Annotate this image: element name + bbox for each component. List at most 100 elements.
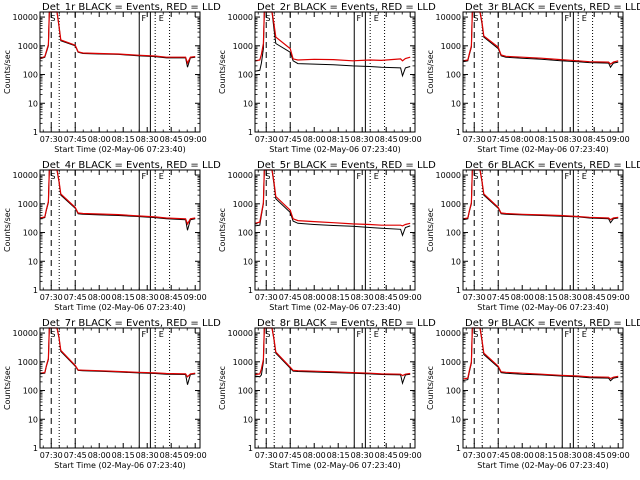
y-tick-label: 100 <box>23 229 38 238</box>
x-axis-label: Start Time (02-May-06 07:23:40) <box>477 461 608 470</box>
y-tick-label: 1 <box>248 128 253 137</box>
interval-marker-s: S <box>265 14 270 23</box>
interval-marker-e: E <box>374 14 379 23</box>
y-tick-label: 10 <box>243 99 253 108</box>
y-tick-label: 1000 <box>441 200 461 209</box>
interval-marker-s: S <box>50 330 55 339</box>
y-axis-label: Counts/sec <box>218 208 227 252</box>
x-tick-label: 07:30 <box>463 293 486 302</box>
interval-marker-e: E <box>159 330 164 339</box>
y-tick-label: 100 <box>238 229 253 238</box>
x-tick-label: 08:00 <box>88 135 111 144</box>
y-tick-label: 1 <box>456 444 461 453</box>
y-tick-label: 1 <box>248 286 253 295</box>
series-line-events <box>254 11 411 78</box>
x-tick-label: 08:00 <box>511 293 534 302</box>
series-line-events <box>39 327 196 385</box>
x-tick-label: 08:30 <box>351 451 374 460</box>
plot-frame <box>254 11 416 133</box>
x-tick-label: 08:00 <box>303 293 326 302</box>
x-tick-label: 08:15 <box>327 135 350 144</box>
plot-frame <box>39 11 201 133</box>
y-tick-label: 1000 <box>441 358 461 367</box>
x-axis-label: Start Time (02-May-06 07:23:40) <box>269 461 400 470</box>
chart-title: Det_9r BLACK = Events, RED = LLD <box>465 318 640 329</box>
x-tick-label: 08:30 <box>136 135 159 144</box>
y-tick-label: 10000 <box>228 13 253 22</box>
series-line-lld <box>254 169 411 227</box>
interval-marker-s: S <box>265 172 270 181</box>
x-tick-label: 08:15 <box>535 451 558 460</box>
y-tick-label: 10 <box>28 257 38 266</box>
x-tick-label: 08:00 <box>511 451 534 460</box>
y-tick-label: 10 <box>243 257 253 266</box>
x-tick-label: 08:15 <box>327 293 350 302</box>
series-line-lld <box>462 11 619 65</box>
y-tick-label: 10000 <box>13 171 38 180</box>
y-tick-label: 10000 <box>436 13 461 22</box>
chart-title: Det_3r BLACK = Events, RED = LLD <box>465 2 640 13</box>
y-axis-label: Counts/sec <box>426 208 435 252</box>
x-tick-label: 08:00 <box>303 135 326 144</box>
x-tick-label: 08:30 <box>559 293 582 302</box>
series-line-events <box>254 327 411 386</box>
x-tick-label: 08:45 <box>160 451 183 460</box>
y-tick-label: 100 <box>23 387 38 396</box>
x-tick-label: 08:15 <box>112 135 135 144</box>
interval-marker-f: F <box>357 14 362 23</box>
interval-marker-e: E <box>159 14 164 23</box>
series-line-events <box>39 169 196 231</box>
x-axis-label: Start Time (02-May-06 07:23:40) <box>477 145 608 154</box>
chart-title: Det_6r BLACK = Events, RED = LLD <box>465 160 640 171</box>
interval-marker-e: E <box>582 330 587 339</box>
interval-marker-e: E <box>159 172 164 181</box>
x-axis-label: Start Time (02-May-06 07:23:40) <box>54 145 185 154</box>
x-tick-label: 07:30 <box>40 135 63 144</box>
y-tick-label: 10 <box>451 257 461 266</box>
y-tick-label: 10 <box>451 99 461 108</box>
series-line-events <box>462 327 619 382</box>
series-line-lld <box>39 11 196 65</box>
y-tick-label: 1 <box>248 444 253 453</box>
series-line-events <box>39 11 196 68</box>
x-tick-label: 08:30 <box>136 451 159 460</box>
interval-marker-e: E <box>582 14 587 23</box>
y-tick-label: 1 <box>456 286 461 295</box>
x-tick-label: 08:45 <box>375 135 398 144</box>
series-line-lld <box>39 327 196 378</box>
chart-title: Det_4r BLACK = Events, RED = LLD <box>42 160 221 171</box>
y-tick-label: 10 <box>28 415 38 424</box>
x-tick-label: 08:45 <box>375 451 398 460</box>
y-tick-label: 10000 <box>436 329 461 338</box>
x-tick-label: 08:00 <box>88 451 111 460</box>
series-line-lld <box>39 169 196 226</box>
interval-marker-f: F <box>142 14 147 23</box>
y-tick-label: 100 <box>238 71 253 80</box>
x-tick-label: 09:00 <box>184 293 207 302</box>
x-tick-label: 07:30 <box>40 293 63 302</box>
interval-marker-e: E <box>374 172 379 181</box>
x-tick-label: 07:30 <box>255 293 278 302</box>
chart-title: Det_8r BLACK = Events, RED = LLD <box>257 318 436 329</box>
x-tick-label: 08:30 <box>559 451 582 460</box>
interval-marker-s: S <box>265 330 270 339</box>
y-tick-label: 1000 <box>233 200 253 209</box>
interval-marker-f: F <box>565 14 570 23</box>
y-tick-label: 1 <box>33 286 38 295</box>
x-tick-label: 09:00 <box>399 293 422 302</box>
y-tick-label: 100 <box>238 387 253 396</box>
x-tick-label: 07:30 <box>255 451 278 460</box>
y-tick-label: 100 <box>23 71 38 80</box>
y-axis-label: Counts/sec <box>3 208 12 252</box>
plot-frame <box>254 169 416 291</box>
chart-title: Det_5r BLACK = Events, RED = LLD <box>257 160 436 171</box>
y-axis-label: Counts/sec <box>426 366 435 410</box>
